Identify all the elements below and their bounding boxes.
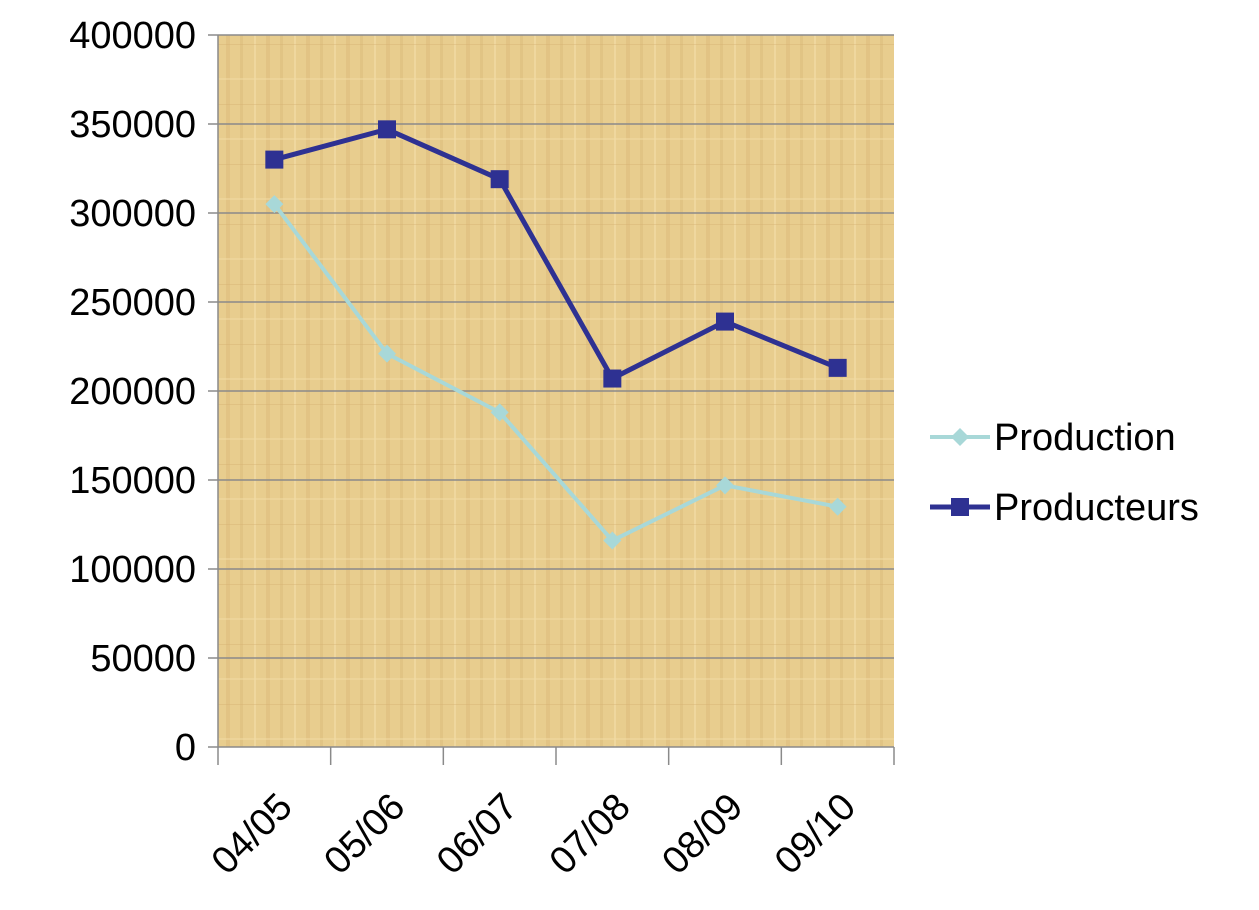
legend-item-producteurs: Producteurs (930, 487, 1199, 529)
data-point (490, 170, 509, 189)
legend-item-production: Production (930, 417, 1176, 459)
legend-marker (951, 428, 969, 446)
y-tick-label: 0 (175, 727, 196, 769)
data-point (603, 531, 622, 550)
x-tick-label: 08/09 (654, 786, 751, 883)
y-tick-label: 150000 (69, 460, 196, 502)
data-point (490, 403, 509, 422)
x-tick-label: 07/08 (542, 786, 639, 883)
data-point (716, 476, 734, 495)
series-line (273, 126, 839, 382)
data-point (828, 358, 847, 377)
data-point (378, 120, 396, 139)
data-point (378, 344, 396, 363)
data-point (716, 312, 734, 331)
data-point (603, 369, 622, 388)
y-tick-label: 350000 (69, 104, 196, 146)
y-tick-label: 400000 (69, 15, 196, 57)
series-production (265, 195, 847, 550)
data-point (265, 150, 284, 169)
data-point (828, 497, 847, 516)
x-tick-label: 09/10 (767, 786, 864, 883)
y-tick-label: 100000 (69, 549, 196, 591)
y-tick-label: 300000 (69, 193, 196, 235)
legend-marker (951, 498, 969, 516)
x-tick-label: 04/05 (204, 786, 301, 883)
x-tick-label: 06/07 (429, 786, 526, 883)
y-tick-label: 200000 (69, 371, 196, 413)
legend-label: Production (994, 417, 1176, 459)
series-line (272, 202, 839, 543)
y-tick-label: 250000 (69, 282, 196, 324)
x-tick-label: 05/06 (316, 786, 413, 883)
y-tick-label: 50000 (90, 638, 196, 680)
data-point (265, 195, 284, 214)
legend-label: Producteurs (994, 487, 1199, 529)
series-producteurs (265, 120, 847, 388)
